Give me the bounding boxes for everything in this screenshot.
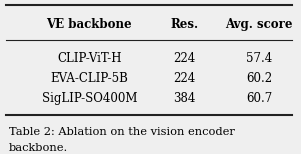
- Text: Avg. score: Avg. score: [225, 18, 293, 31]
- Text: EVA-CLIP-5B: EVA-CLIP-5B: [50, 72, 128, 85]
- Text: CLIP-ViT-H: CLIP-ViT-H: [57, 52, 122, 65]
- Text: VE backbone: VE backbone: [46, 18, 132, 31]
- Text: 224: 224: [173, 52, 196, 65]
- Text: Table 2: Ablation on the vision encoder: Table 2: Ablation on the vision encoder: [9, 127, 235, 137]
- Text: Res.: Res.: [170, 18, 199, 31]
- Text: 224: 224: [173, 72, 196, 85]
- Text: 57.4: 57.4: [246, 52, 272, 65]
- Text: 384: 384: [173, 92, 196, 105]
- Text: 60.7: 60.7: [246, 92, 272, 105]
- Text: backbone.: backbone.: [9, 143, 68, 153]
- Text: 60.2: 60.2: [246, 72, 272, 85]
- Text: SigLIP-SO400M: SigLIP-SO400M: [42, 92, 137, 105]
